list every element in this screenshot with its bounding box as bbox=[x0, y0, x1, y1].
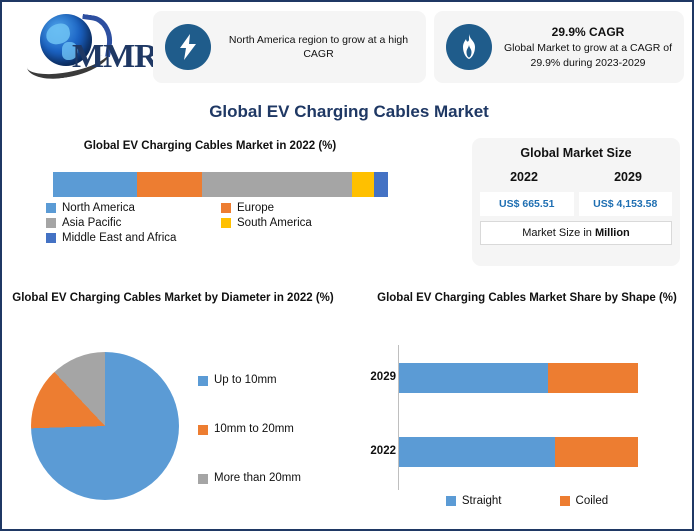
cagr-headline: 29.9% CAGR bbox=[551, 25, 625, 40]
legend-item-europe: Europe bbox=[221, 202, 396, 214]
bar-2022 bbox=[399, 437, 638, 467]
market-size-unit-strong: Million bbox=[594, 227, 630, 239]
legend-swatch-icon bbox=[46, 233, 56, 243]
legend-item-coiled: Coiled bbox=[559, 495, 609, 507]
category-label-2022: 2022 bbox=[370, 445, 396, 457]
bar-segment-coiled bbox=[555, 437, 638, 467]
shape-chart-title: Global EV Charging Cables Market Share b… bbox=[377, 292, 677, 304]
market-size-values: US$ 665.51 US$ 4,153.58 bbox=[472, 192, 680, 216]
region-chart-title: Global EV Charging Cables Market in 2022… bbox=[83, 140, 337, 152]
shape-chart-plot: 2029 2022 bbox=[360, 345, 692, 490]
bar-segment-straight bbox=[399, 437, 556, 467]
shape-share-chart: Global EV Charging Cables Market Share b… bbox=[360, 290, 692, 528]
bar-segment-middle-east-africa bbox=[374, 172, 388, 197]
globe-icon bbox=[40, 14, 92, 66]
legend-swatch-icon bbox=[46, 203, 56, 213]
market-size-year-2029: 2029 bbox=[614, 170, 642, 184]
flame-icon bbox=[446, 24, 492, 70]
fact-card-text: North America region to grow at a high C… bbox=[228, 33, 409, 60]
pie-legend: Up to 10mm 10mm to 20mm More than 20mm bbox=[198, 374, 358, 521]
lightning-bolt-icon bbox=[165, 24, 211, 70]
market-size-value-2022: US$ 665.51 bbox=[480, 192, 574, 216]
legend-item-straight: Straight bbox=[445, 495, 502, 507]
fact-card-north-america: North America region to grow at a high C… bbox=[153, 11, 426, 83]
legend-item-middle-east-africa: Middle East and Africa bbox=[46, 232, 221, 244]
legend-label: North America bbox=[62, 202, 135, 214]
legend-item-south-america: South America bbox=[221, 217, 396, 229]
market-size-unit: Market Size in Million bbox=[480, 221, 672, 245]
logo-text: MMR bbox=[72, 38, 159, 75]
bar-segment-coiled bbox=[547, 363, 638, 393]
bar-2029 bbox=[399, 363, 638, 393]
legend-swatch-icon bbox=[221, 218, 231, 228]
legend-label: Up to 10mm bbox=[214, 374, 277, 386]
legend-label: 10mm to 20mm bbox=[214, 423, 294, 435]
legend-label: South America bbox=[237, 217, 312, 229]
header: MMR North America region to grow at a hi… bbox=[2, 2, 692, 92]
legend-swatch-icon bbox=[46, 218, 56, 228]
fact-card-text: Global Market to grow at a CAGR of 29.9%… bbox=[503, 42, 673, 69]
legend-swatch-icon bbox=[198, 376, 208, 386]
brand-logo: MMR bbox=[14, 8, 159, 83]
legend-label: Middle East and Africa bbox=[62, 232, 177, 244]
bar-segment-north-america bbox=[53, 172, 138, 197]
legend-swatch-icon bbox=[445, 496, 456, 506]
legend-item-up-to-10mm: Up to 10mm bbox=[198, 374, 358, 386]
y-axis-line bbox=[398, 345, 399, 490]
category-label-2029: 2029 bbox=[370, 371, 396, 383]
fact-card-cagr: 29.9% CAGR Global Market to grow at a CA… bbox=[434, 11, 684, 83]
bar-segment-europe bbox=[137, 172, 203, 197]
legend-label: Asia Pacific bbox=[62, 217, 122, 229]
region-stacked-bar bbox=[53, 172, 388, 197]
legend-item-10mm-to-20mm: 10mm to 20mm bbox=[198, 423, 358, 435]
market-size-years: 2022 2029 bbox=[472, 170, 680, 184]
fact-card-body: 29.9% CAGR Global Market to grow at a CA… bbox=[492, 24, 684, 70]
legend-swatch-icon bbox=[198, 474, 208, 484]
pie-chart-title: Global EV Charging Cables Market by Diam… bbox=[12, 292, 334, 304]
bar-segment-straight bbox=[399, 363, 548, 393]
legend-label: Europe bbox=[237, 202, 275, 214]
legend-item-more-than-20mm: More than 20mm bbox=[198, 472, 358, 484]
legend-label: Coiled bbox=[575, 495, 609, 507]
legend-swatch-icon bbox=[559, 496, 570, 506]
legend-item-asia-pacific: Asia Pacific bbox=[46, 217, 221, 229]
shape-legend: Straight Coiled bbox=[360, 495, 692, 507]
market-size-unit-prefix: Market Size in bbox=[522, 227, 595, 239]
market-size-value-2029: US$ 4,153.58 bbox=[578, 192, 672, 216]
region-share-chart: Global EV Charging Cables Market in 2022… bbox=[10, 140, 410, 270]
pie-chart bbox=[31, 352, 179, 500]
market-size-title: Global Market Size bbox=[520, 146, 632, 160]
bar-segment-asia-pacific bbox=[202, 172, 353, 197]
legend-swatch-icon bbox=[221, 203, 231, 213]
diameter-share-chart: Global EV Charging Cables Market by Diam… bbox=[8, 290, 358, 528]
legend-label: More than 20mm bbox=[214, 472, 301, 484]
page-title: Global EV Charging Cables Market bbox=[209, 102, 489, 121]
global-market-size-panel: Global Market Size 2022 2029 US$ 665.51 … bbox=[472, 138, 680, 266]
legend-item-north-america: North America bbox=[46, 202, 221, 214]
bar-segment-south-america bbox=[352, 172, 375, 197]
region-legend: North America Europe Asia Pacific South … bbox=[46, 202, 406, 247]
legend-swatch-icon bbox=[198, 425, 208, 435]
market-size-year-2022: 2022 bbox=[510, 170, 538, 184]
legend-label: Straight bbox=[461, 495, 502, 507]
